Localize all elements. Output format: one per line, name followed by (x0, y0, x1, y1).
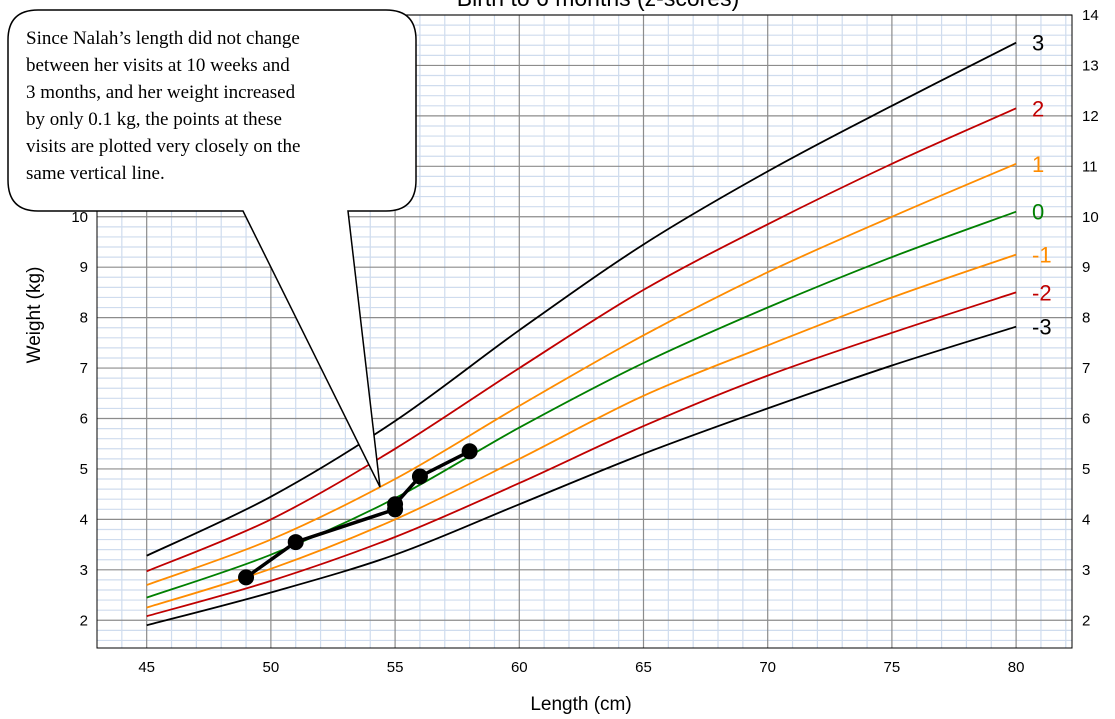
zscore-curve-labels: 3 2 1 0 -1 -2 -3 (1032, 31, 1052, 340)
x-tick-label: 70 (759, 659, 776, 676)
patient-point (461, 443, 478, 460)
zscore-curve--3 (146, 325, 1017, 627)
callout-shape (7, 9, 417, 488)
y-tick-label-left: 7 (80, 360, 88, 377)
zscore-label--2: -2 (1032, 280, 1052, 305)
y-tick-label-right: 9 (1082, 259, 1090, 276)
y-tick-label-right: 6 (1082, 411, 1090, 428)
patient-series (238, 443, 478, 586)
callout-line: between her visits at 10 weeks and (26, 55, 290, 76)
callout-line: Since Nalah’s length did not change (26, 28, 300, 49)
callout-line: visits are plotted very closely on the (26, 136, 300, 157)
zscore-curve-1 (146, 162, 1017, 586)
y-tick-labels-right: 2 3 4 5 6 7 8 9 10 11 12 13 14 (1082, 7, 1099, 629)
callout-line: same vertical line. (26, 163, 165, 184)
zscore-curves (146, 41, 1017, 627)
y-tick-label-left: 5 (80, 461, 88, 478)
x-tick-label: 50 (263, 659, 280, 676)
patient-point (411, 468, 428, 485)
y-tick-label-right: 14 (1082, 7, 1099, 24)
y-tick-label-right: 10 (1082, 209, 1099, 226)
y-tick-label-left: 4 (80, 511, 88, 528)
x-tick-label: 75 (884, 659, 901, 676)
zscore-curve-3 (146, 41, 1017, 557)
patient-point (287, 534, 304, 551)
y-tick-label-right: 8 (1082, 310, 1090, 327)
patient-point (238, 569, 255, 586)
y-tick-label-right: 5 (1082, 461, 1090, 478)
y-tick-label-right: 11 (1082, 158, 1098, 175)
zscore-curve-2 (146, 107, 1017, 573)
y-tick-label-left: 6 (80, 411, 88, 428)
x-tick-label: 55 (387, 659, 404, 676)
y-tick-label-left: 8 (80, 310, 88, 327)
zscore-label--3: -3 (1032, 315, 1052, 340)
zscore-label--1: -1 (1032, 243, 1052, 268)
y-tick-label-left: 3 (80, 562, 88, 579)
y-axis-title: Weight (kg) (24, 267, 45, 364)
plot-frame (96, 14, 1073, 649)
y-tick-label-left: 10 (71, 209, 88, 226)
y-tick-label-right: 7 (1082, 360, 1090, 377)
patient-point (387, 496, 404, 513)
callout-text: Since Nalah’s length did not change betwe… (26, 28, 300, 184)
zscore-label-3: 3 (1032, 31, 1044, 56)
zscore-curve--1 (146, 253, 1017, 609)
y-tick-label-right: 3 (1082, 562, 1090, 579)
chart-title: Birth to 6 months (z-scores) (457, 0, 739, 11)
zscore-curve--2 (146, 291, 1017, 618)
y-tick-labels-left: 2 3 4 5 6 7 8 9 10 (71, 209, 88, 630)
callout-bubble: Since Nalah’s length did not change betwe… (7, 9, 417, 488)
y-tick-label-right: 13 (1082, 57, 1099, 74)
x-tick-label: 65 (635, 659, 652, 676)
y-tick-label-right: 12 (1082, 108, 1099, 125)
y-tick-label-left: 9 (80, 259, 88, 276)
callout-line: 3 months, and her weight increased (26, 82, 296, 103)
x-tick-label: 80 (1008, 659, 1025, 676)
callout-line: by only 0.1 kg, the points at these (26, 109, 282, 130)
zscore-label-2: 2 (1032, 96, 1044, 121)
zscore-label-0: 0 (1032, 200, 1044, 225)
y-tick-label-right: 4 (1082, 511, 1090, 528)
y-tick-label-right: 2 (1082, 612, 1090, 629)
x-axis-title: Length (cm) (530, 694, 631, 715)
x-tick-label: 60 (511, 659, 528, 676)
zscore-label-1: 1 (1032, 152, 1044, 177)
x-tick-label: 45 (138, 659, 155, 676)
x-tick-labels: 45 50 55 60 65 70 75 80 (138, 659, 1024, 676)
y-tick-label-left: 2 (80, 612, 88, 629)
